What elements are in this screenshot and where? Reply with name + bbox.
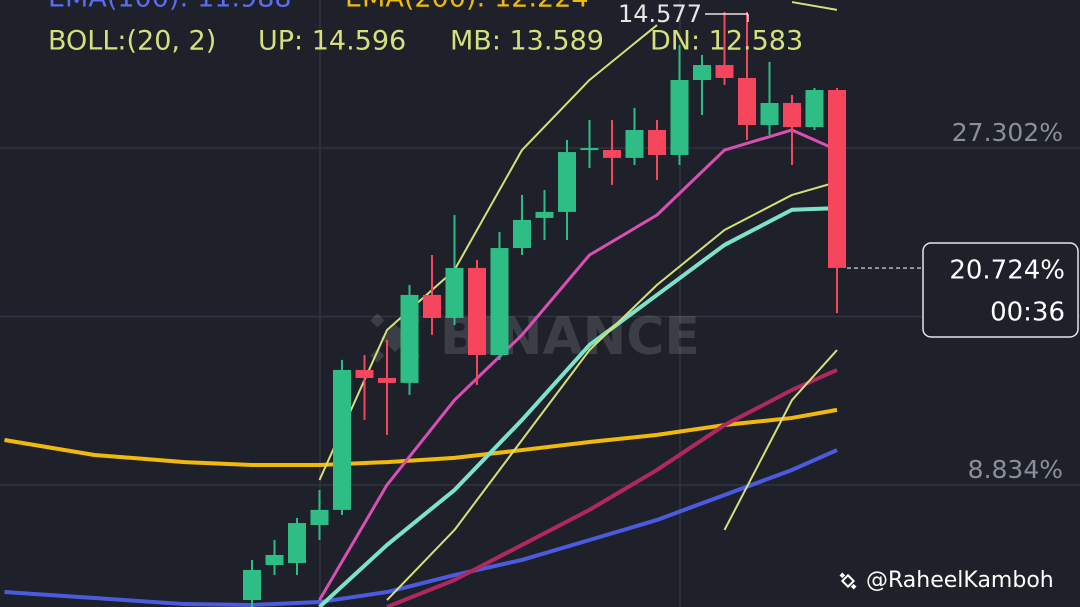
indicator-line bbox=[318, 128, 838, 601]
indicator-line bbox=[386, 368, 838, 607]
price-box bbox=[922, 242, 1079, 338]
candle-body bbox=[423, 294, 441, 318]
candle-body bbox=[670, 79, 689, 155]
high-label: 14.577 bbox=[618, 0, 702, 28]
candle-body bbox=[738, 77, 756, 126]
y-tick-label: 8.834% bbox=[968, 455, 1063, 484]
candle-body bbox=[513, 219, 531, 249]
candle-body bbox=[558, 152, 576, 212]
candles bbox=[243, 11, 846, 607]
candle-body bbox=[648, 129, 666, 155]
indicator-label: EMA(100): 11.988 bbox=[48, 0, 292, 14]
indicator-line bbox=[723, 349, 838, 531]
indicator-line bbox=[386, 181, 838, 601]
candle-body bbox=[603, 150, 621, 158]
candle-body bbox=[783, 102, 801, 128]
candle-body bbox=[715, 65, 734, 78]
candle-body bbox=[355, 369, 374, 378]
boll-label: MB: 13.589 bbox=[450, 26, 604, 57]
candle-body bbox=[693, 65, 711, 80]
indicator-line bbox=[4, 448, 838, 607]
candle-body bbox=[333, 369, 351, 510]
candle-body bbox=[625, 129, 644, 158]
candle-body bbox=[468, 267, 486, 355]
boll-label: BOLL:(20, 2) bbox=[48, 26, 216, 57]
lines bbox=[4, 1, 838, 607]
candle-body bbox=[828, 90, 846, 268]
candle-body bbox=[580, 148, 599, 151]
y-tick-label: 27.302% bbox=[952, 118, 1063, 147]
indicator-line bbox=[318, 206, 838, 607]
labels: 27.302%18.068%8.834%20.724%00:36EMA(100)… bbox=[48, 0, 1079, 484]
candle-body bbox=[535, 211, 554, 218]
indicator-line bbox=[791, 1, 838, 11]
indicator-label: EMA(200): 12.224 bbox=[345, 0, 589, 14]
candle-body bbox=[760, 102, 779, 126]
current-price-label: 20.724% bbox=[949, 256, 1065, 286]
grid bbox=[0, 147, 1080, 486]
candle-body bbox=[243, 569, 261, 601]
candle-body bbox=[445, 267, 464, 318]
candle-body bbox=[288, 523, 306, 564]
boll-label: UP: 14.596 bbox=[258, 26, 406, 57]
credit: @RaheelKamboh bbox=[866, 568, 1054, 593]
indicator-line bbox=[318, 24, 658, 481]
candle-body bbox=[265, 554, 284, 566]
candle-body bbox=[490, 248, 509, 355]
candle-body bbox=[805, 90, 824, 128]
candle-body bbox=[400, 294, 419, 383]
candle-body bbox=[378, 377, 396, 383]
countdown: 00:36 bbox=[990, 298, 1065, 328]
candle-body bbox=[310, 509, 329, 526]
boll-label: DN: 12.583 bbox=[650, 26, 803, 57]
